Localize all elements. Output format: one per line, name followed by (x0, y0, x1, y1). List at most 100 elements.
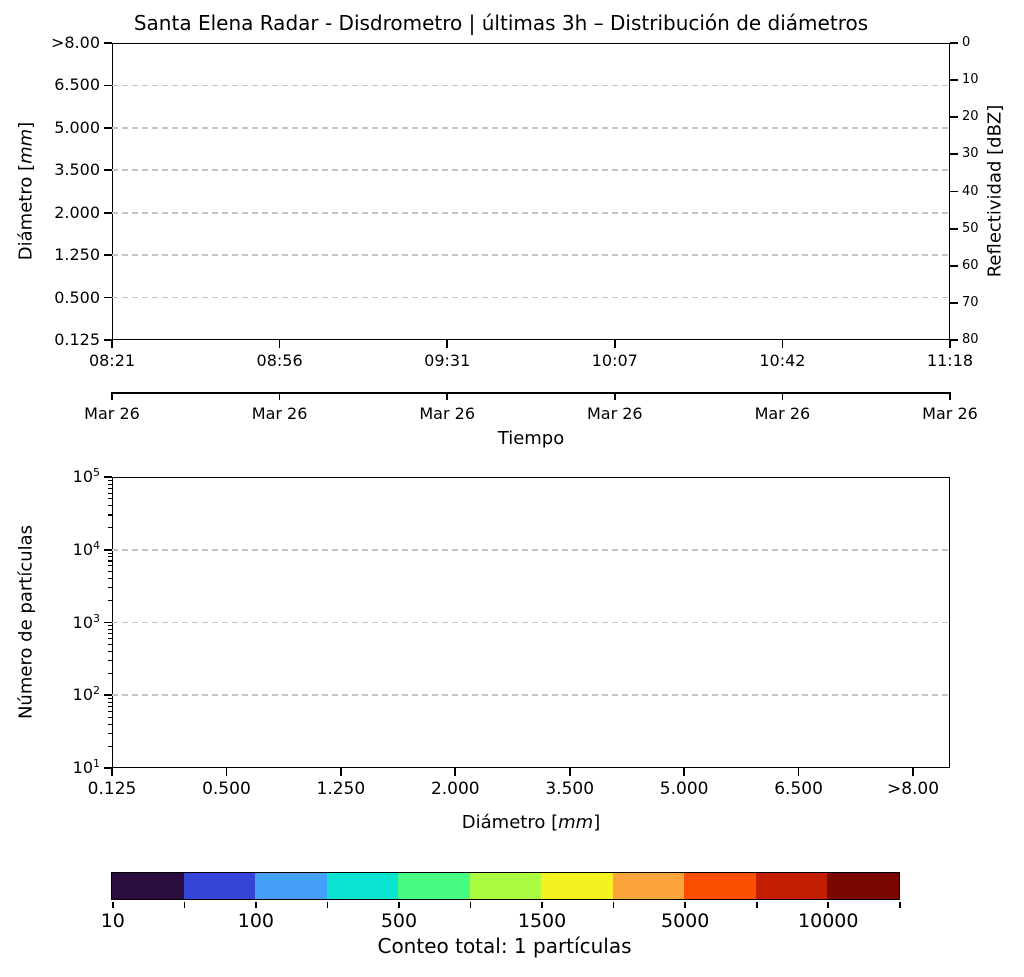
time-tick-label: 11:18 (926, 351, 974, 370)
bottom-y-minor-tick (108, 514, 112, 516)
colorbar-tick (398, 901, 400, 908)
time-axis-label: Tiempo (497, 428, 565, 449)
bottom-x-tick (111, 768, 113, 776)
bottom-gridline (112, 694, 950, 697)
top-right-tick (950, 301, 958, 304)
colorbar-tick-label: 5000 (660, 910, 710, 932)
top-right-tick-label: 0 (962, 34, 971, 50)
top-gridline (112, 84, 950, 87)
date-tick (446, 392, 449, 400)
bottom-y-minor-tick (108, 723, 112, 725)
bottom-y-minor-tick (108, 479, 112, 481)
bottom-y-minor-tick (108, 587, 112, 589)
bottom-y-tick-label: 102 (72, 684, 100, 705)
bottom-y-minor-tick (108, 565, 112, 567)
top-left-tick (104, 211, 112, 214)
time-tick (111, 340, 113, 348)
colorbar-tick (684, 901, 686, 908)
bottom-x-tick-label: 0.125 (87, 779, 137, 799)
bottom-x-tick (797, 768, 800, 776)
top-left-tick-label: 0.500 (54, 287, 100, 307)
colorbar-tick-label: 1500 (517, 910, 567, 932)
bottom-y-minor-tick (108, 556, 112, 558)
bottom-y-minor-tick (108, 505, 112, 507)
time-tick (278, 340, 281, 348)
colorbar-segment (541, 873, 613, 899)
time-tick (613, 340, 616, 348)
time-tick-label: 09:31 (424, 351, 471, 370)
top-gridline (112, 296, 950, 299)
bottom-x-tick (683, 768, 686, 776)
exponent: 3 (93, 611, 100, 625)
colorbar-segment (612, 873, 685, 899)
bottom-x-tick-label: 6.500 (774, 779, 823, 799)
bottom-y-minor-tick (108, 600, 112, 602)
colorbar-segment (255, 873, 327, 899)
bottom-y-tick (104, 767, 112, 769)
bottom-y-tick-label: 104 (72, 538, 100, 559)
colorbar-segment (469, 873, 542, 899)
date-tick (111, 392, 113, 400)
top-right-tick (950, 339, 958, 341)
colorbar-segment (183, 873, 256, 899)
total-count-caption: Conteo total: 1 partículas (377, 934, 632, 958)
colorbar-tick (326, 901, 329, 908)
top-left-tick (104, 84, 112, 87)
colorbar-segment (398, 873, 470, 899)
bottom-y-minor-tick (108, 483, 112, 485)
top-right-tick-label: 30 (962, 146, 979, 162)
bottom-y-minor-tick (108, 498, 112, 500)
top-right-tick-label: 80 (962, 331, 979, 347)
bottom-y-tick (104, 476, 112, 478)
colorbar-tick-label: 100 (237, 910, 275, 932)
date-tick-label: Mar 26 (84, 404, 140, 423)
bottom-x-tick-label: 1.250 (316, 779, 366, 799)
top-gridline (112, 169, 950, 172)
colorbar-segment (326, 873, 399, 899)
date-axis-line (112, 392, 950, 394)
bottom-gridline (112, 621, 950, 624)
bottom-y-minor-tick (108, 705, 112, 708)
bottom-y-tick-label: 103 (72, 611, 100, 632)
colorbar-segment (827, 873, 899, 899)
bottom-y-minor-tick (108, 672, 112, 674)
date-tick (613, 392, 616, 400)
time-diameter-plot (112, 43, 950, 340)
time-tick (949, 340, 951, 348)
bottom-y-minor-tick (108, 638, 112, 640)
colorbar-tick (827, 901, 830, 908)
top-left-tick (104, 169, 112, 172)
diameter-axis-label-pre: Diámetro [ (15, 163, 37, 261)
bottom-x-tick-label: 0.500 (202, 779, 251, 799)
colorbar-tick-label: 10000 (798, 910, 859, 932)
particle-count-axis-label: Número de partículas (15, 524, 37, 720)
time-tick-label: 10:42 (759, 351, 806, 370)
diameter-axis-label-post: ] (15, 121, 37, 129)
top-left-tick-label: >8.00 (50, 33, 100, 53)
bottom-y-minor-tick (108, 633, 112, 635)
top-right-tick (950, 116, 958, 119)
top-left-tick-label: 5.000 (54, 118, 100, 138)
bottom-y-tick (104, 621, 112, 624)
top-right-tick-label: 50 (962, 220, 979, 236)
bottom-y-minor-tick (108, 716, 112, 718)
bottom-y-minor-tick (108, 698, 112, 700)
top-left-tick-label: 1.250 (54, 245, 100, 265)
colorbar-tick (541, 901, 543, 908)
top-right-tick (950, 227, 958, 230)
bottom-x-tick (225, 768, 228, 776)
colorbar-segment (112, 873, 184, 899)
bottom-gridline (112, 548, 950, 551)
bottom-x-tick-label: 2.000 (430, 779, 480, 799)
top-left-tick (104, 126, 112, 129)
top-left-tick-label: 2.000 (54, 202, 100, 222)
bottom-y-minor-tick (108, 710, 112, 712)
colorbar-tick (112, 901, 114, 908)
bottom-y-tick (104, 694, 112, 697)
date-tick-label: Mar 26 (419, 404, 476, 423)
bottom-x-tick (568, 768, 571, 776)
bottom-y-tick (104, 548, 112, 551)
bottom-y-minor-tick (108, 659, 112, 662)
colorbar-tick (612, 901, 615, 908)
